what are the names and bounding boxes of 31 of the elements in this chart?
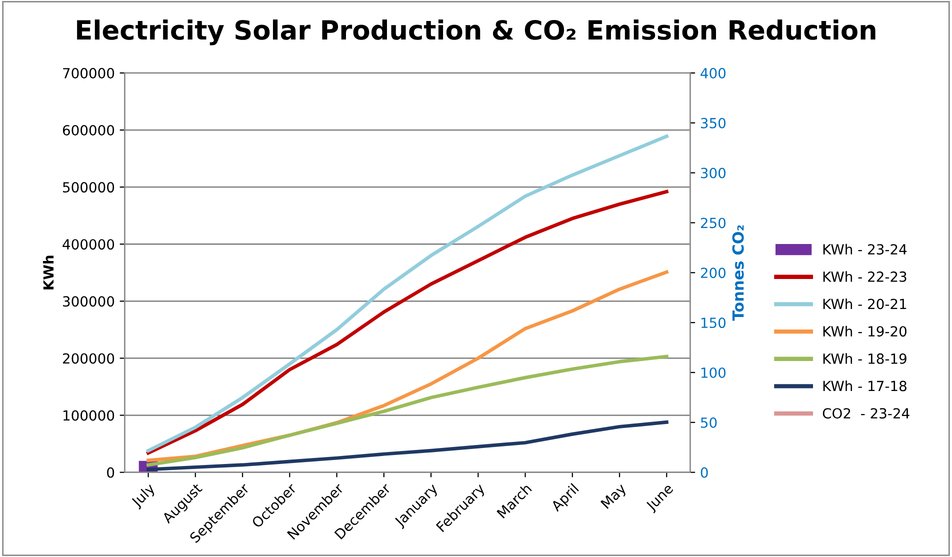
y2-tick-label: 300 (700, 168, 726, 178)
chart-title: Electricity Solar Production & CO₂ Emission Reduction (77, 19, 876, 46)
y-axis-title: KWh (42, 256, 54, 290)
legend-label: KWh - 18-19 (823, 353, 906, 364)
legend-label: KWh - 23-24 (823, 244, 907, 255)
y-tick-label: 200000 (62, 353, 114, 364)
y2-tick-label: 250 (700, 218, 726, 228)
y-tick-label: 500000 (63, 182, 114, 193)
y2-tick-label: 400 (700, 68, 726, 78)
y2-tick-label: 0 (700, 467, 708, 478)
line-series (146, 354, 668, 467)
legend-label: KWh - 17-18 (823, 380, 906, 392)
y-tick-label: 400000 (62, 239, 114, 250)
y-tick-label: 600000 (62, 124, 114, 136)
y-tick-label: 0 (107, 467, 114, 478)
y2-tick-label: 150 (701, 318, 726, 328)
y-tick-label: 100000 (63, 410, 114, 421)
y-tick-label: 700000 (63, 68, 114, 78)
y2-tick-label: 50 (700, 417, 717, 428)
y2-tick-label: 200 (700, 268, 726, 278)
line-series (146, 190, 668, 455)
line-series (146, 420, 668, 472)
y-tick-label: 300000 (63, 296, 114, 307)
y2-tick-label: 350 (700, 118, 726, 128)
y2-axis-title: Tonnes CO₂ (732, 225, 744, 321)
legend-label: KWh - 19-20 (823, 326, 906, 337)
legend-label: CO2 - 23-24 (822, 408, 910, 419)
legend-label: KWh - 20-21 (823, 298, 906, 310)
y2-tick-label: 100 (701, 367, 726, 378)
legend-label: KWh - 22-23 (823, 271, 906, 282)
line-series (146, 134, 668, 452)
